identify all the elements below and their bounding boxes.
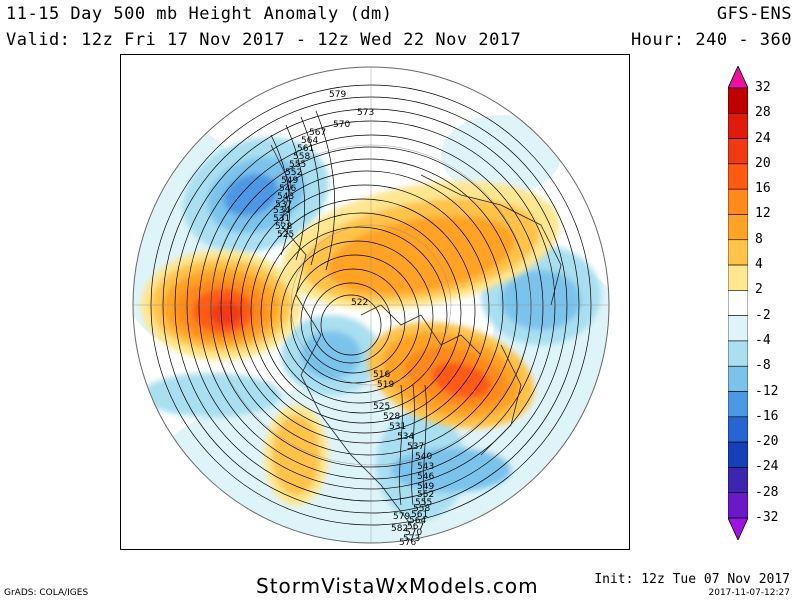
colorbar-segment: [728, 467, 748, 494]
contour-label: 555: [289, 160, 306, 170]
colorbar-segment: [728, 290, 748, 316]
colorbar-segment: [728, 416, 748, 443]
colorbar-segment: [728, 340, 748, 367]
site-name: StormVistaWxModels.com: [256, 574, 539, 598]
valid-period: Valid: 12z Fri 17 Nov 2017 - 12z Wed 22 …: [6, 30, 522, 50]
contour-label: 561: [297, 144, 314, 154]
contour-label: 537: [275, 200, 292, 210]
contour-label: 570: [405, 528, 422, 538]
contour-label: 546: [279, 184, 296, 194]
colorbar-label: -16: [755, 408, 779, 424]
colorbar-segment: [728, 315, 748, 342]
colorbar-label: -8: [755, 358, 771, 374]
colorbar-segment: [728, 391, 748, 418]
contour-label: 567: [407, 522, 424, 532]
colorbar-segment: [728, 138, 748, 165]
colorbar-segment: [728, 239, 748, 266]
contour-label: 534: [273, 206, 290, 216]
colorbar-label: 4: [755, 257, 763, 273]
contour-label: 552: [285, 168, 302, 178]
contour-label: 573: [403, 534, 420, 544]
init-time: Init: 12z Tue 07 Nov 2017: [594, 572, 790, 587]
colorbar-segment: [728, 188, 748, 215]
contour-labels: 5795735705675645615585555525495465435375…: [273, 90, 434, 548]
grads-credit: GrADS: COLA/IGES: [4, 588, 89, 598]
forecast-hours: Hour: 240 - 360: [630, 30, 792, 50]
contour-label: 525: [373, 402, 390, 412]
colorbar-segment: [728, 214, 748, 241]
contour-label: 549: [281, 176, 298, 186]
contour-label: 528: [383, 412, 400, 422]
model-name: GFS-ENS: [716, 4, 792, 24]
contour-label: 552: [417, 490, 434, 500]
contour-label: 549: [417, 482, 434, 492]
contour-label: 579: [393, 512, 410, 522]
colorbar-label: 12: [755, 206, 771, 222]
contour-label: 516: [373, 370, 390, 380]
colorbar-label: 2: [755, 282, 763, 298]
contour-label: 525: [277, 230, 294, 240]
colorbar-segment: [728, 365, 748, 392]
colorbar-segment: [728, 441, 748, 468]
contour-label: 546: [417, 472, 434, 482]
contour-label: 564: [301, 136, 318, 146]
colorbar-segment: [728, 264, 748, 291]
colorbar-cap-top: [728, 66, 748, 89]
contour-label: 579: [329, 90, 346, 100]
contour-label: 582: [391, 524, 408, 534]
colorbar-label: -32: [755, 510, 779, 525]
map-title: 11-15 Day 500 mb Height Anomaly (dm): [6, 4, 393, 24]
contour-label: 537: [407, 442, 424, 452]
colorbar-label: 24: [755, 130, 771, 146]
contour-label: 567: [309, 128, 326, 138]
colorbar: [728, 66, 748, 540]
contour-label: 558: [293, 152, 310, 162]
timestamp: 2017-11-07-12:27: [708, 588, 791, 598]
contour-label: 576: [399, 538, 416, 548]
contour-label: 534: [397, 432, 414, 442]
contour-label: 528: [275, 222, 292, 232]
contour-label: 570: [333, 120, 350, 130]
contour-label: 540: [415, 452, 432, 462]
colorbar-label: -2: [755, 307, 771, 323]
colorbar-segment: [728, 87, 748, 114]
colorbar-segment: [728, 112, 748, 139]
colorbar-cap-bottom: [728, 517, 748, 540]
contour-label: 573: [357, 108, 374, 118]
contour-label: 561: [411, 510, 428, 520]
contour-label: 522: [351, 298, 368, 308]
colorbar-label: -28: [755, 484, 779, 500]
polar-map: 579 573 570 567 564 561 558 555 552 549 546 543 537 5…: [120, 54, 630, 550]
colorbar-label: 16: [755, 181, 771, 197]
colorbar-label: 20: [755, 155, 771, 171]
colorbar-label: -4: [755, 332, 771, 348]
colorbar-segment: [728, 163, 748, 190]
colorbar-segment: [728, 492, 748, 519]
contour-label: 555: [415, 498, 432, 508]
anomaly-field: [133, 67, 609, 543]
contour-label: 531: [273, 214, 290, 224]
colorbar-label: -20: [755, 434, 779, 450]
colorbar-label: 32: [755, 80, 771, 95]
colorbar-label: -12: [755, 383, 779, 399]
contour-label: 543: [417, 462, 434, 472]
colorbar-label: -24: [755, 459, 779, 475]
colorbar-label: 8: [755, 231, 763, 247]
contour-label: 564: [409, 516, 426, 526]
contour-label: 531: [389, 422, 406, 432]
contour-label: 558: [413, 504, 430, 514]
contour-label: 519: [377, 380, 394, 390]
contour-label: 543: [277, 192, 294, 202]
colorbar-label: 28: [755, 105, 771, 121]
